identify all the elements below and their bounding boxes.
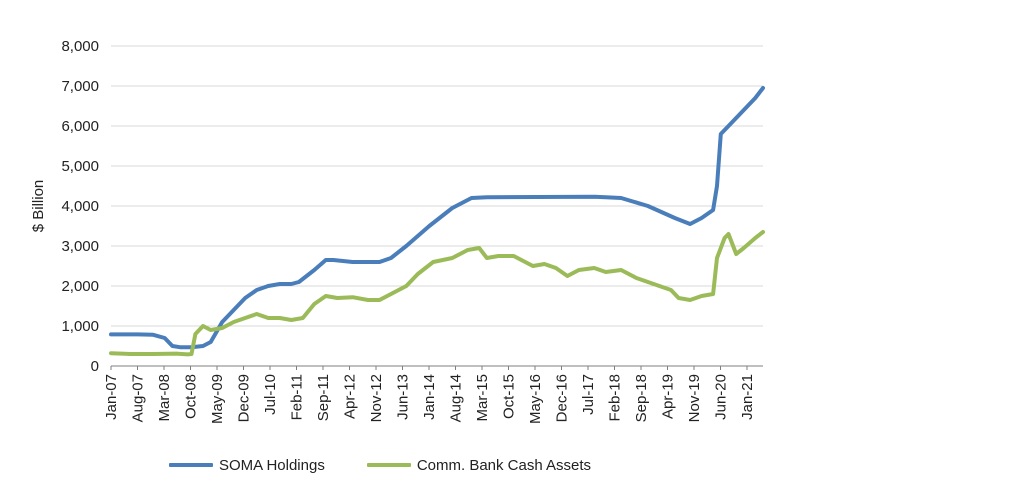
legend-label-bank-cash: Comm. Bank Cash Assets (416, 456, 592, 474)
series-line-1 (109, 230, 765, 357)
y-tick-label: 3,000 (61, 238, 99, 255)
x-tick-label: Mar-08 (156, 374, 173, 422)
x-tick-label: Dec-09 (236, 374, 253, 422)
y-tick-label: 1,000 (61, 318, 99, 335)
x-tick-label: Nov-12 (368, 374, 385, 422)
legend-swatch-bank-cash (366, 463, 411, 467)
legend-label-soma: SOMA Holdings (218, 456, 325, 474)
y-tick-label: 6,000 (61, 118, 99, 135)
x-tick-label: Mar-15 (474, 374, 491, 422)
x-tick-label: Apr-12 (342, 374, 359, 419)
legend-item-bank-cash: Comm. Bank Cash Assets (366, 456, 592, 474)
series-line-0 (109, 86, 765, 350)
x-tick-label: Feb-11 (289, 374, 306, 420)
x-tick-label: Nov-19 (686, 374, 703, 422)
x-tick-label: Jan-07 (103, 374, 120, 420)
x-tick-label: May-16 (527, 374, 544, 424)
x-tick-label: Jul-17 (580, 374, 597, 415)
legend-swatch-soma (168, 463, 213, 467)
legend-item-soma: SOMA Holdings (168, 456, 325, 474)
x-tick-label: Apr-19 (660, 374, 677, 419)
axes: 0 1,000 2,000 3,000 4,000 5,000 6,000 7,000 8,00… (61, 38, 763, 424)
x-tick-label: Jun-13 (395, 374, 412, 420)
x-tick-label: Sep-18 (633, 374, 650, 422)
legend: SOMA Holdings Comm. Bank Cash Assets (0, 452, 760, 478)
line-chart: 0 1,000 2,000 3,000 4,000 5,000 6,000 7,000 8,00… (30, 38, 765, 424)
x-tick-label: Feb-18 (607, 374, 624, 422)
x-tick-label: Aug-07 (130, 374, 147, 422)
x-tick-label: Oct-08 (183, 374, 200, 419)
y-tick-label: 8,000 (61, 38, 99, 55)
y-tick-label: 7,000 (61, 78, 99, 95)
x-tick-label: Jan-21 (739, 374, 756, 420)
y-axis-title: $ Billion (30, 180, 47, 233)
series-lines (109, 86, 765, 357)
x-tick-label: Sep-11 (315, 374, 332, 421)
x-tick-label: Jun-20 (713, 374, 730, 420)
y-tick-label: 4,000 (61, 198, 99, 215)
y-tick-label: 5,000 (61, 158, 99, 175)
x-tick-label: Dec-16 (554, 374, 571, 422)
grid-lines (111, 45, 763, 327)
x-tick-label: Jan-14 (421, 374, 438, 420)
y-tick-label: 0 (91, 358, 99, 375)
x-tick-label: Jul-10 (262, 374, 279, 415)
x-tick-label: Aug-14 (448, 374, 465, 422)
x-tick-label: Oct-15 (501, 374, 518, 419)
y-tick-label: 2,000 (61, 278, 99, 295)
x-tick-label: May-09 (209, 374, 226, 424)
